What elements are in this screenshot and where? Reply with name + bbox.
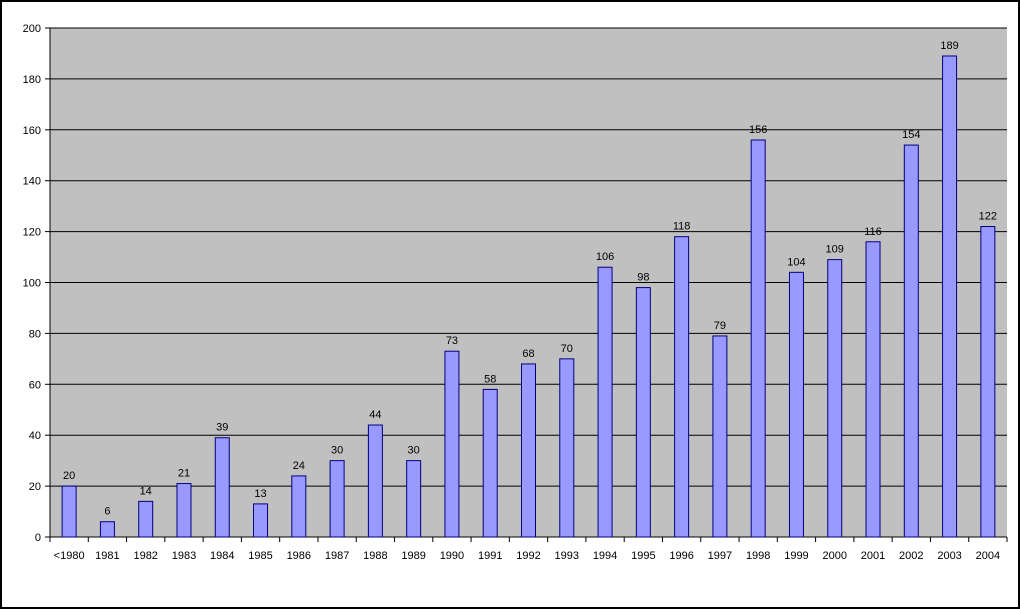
bar-1981 (99, 521, 115, 538)
data-label: 98 (637, 272, 649, 284)
bar-1993 (559, 358, 575, 538)
bars (61, 55, 996, 538)
x-tick-label: 2001 (861, 550, 885, 562)
data-label: 44 (369, 409, 381, 421)
bar-1994 (597, 266, 613, 538)
y-tick-label: 180 (23, 74, 41, 86)
bar-1989 (406, 460, 422, 538)
bar-2004 (980, 226, 996, 538)
x-tick-label: 1989 (401, 550, 425, 562)
bar-1983 (176, 483, 192, 538)
bar-1998 (750, 139, 766, 538)
x-tick-label: 1988 (363, 550, 387, 562)
bar-2000 (827, 259, 843, 538)
x-tick-label: <1980 (54, 550, 85, 562)
bar-2003 (942, 55, 958, 538)
data-label: 21 (178, 468, 190, 480)
bar-2002 (903, 144, 919, 538)
bar-1982 (138, 500, 154, 538)
x-tick-label: 1999 (784, 550, 808, 562)
data-label: 13 (254, 488, 266, 500)
data-label: 118 (673, 221, 691, 233)
y-tick-label: 200 (23, 23, 41, 35)
data-label: 73 (446, 335, 458, 347)
x-tick-label: 1994 (593, 550, 617, 562)
x-tick-label: 2000 (822, 550, 846, 562)
data-label: 79 (714, 320, 726, 332)
bar-1991 (482, 388, 498, 538)
data-label: 68 (522, 348, 534, 360)
x-tick-label: 1990 (440, 550, 464, 562)
data-label: 20 (63, 470, 75, 482)
x-tick-label: 1992 (516, 550, 540, 562)
bar-1988 (367, 424, 383, 538)
x-tick-label: 2003 (937, 550, 961, 562)
y-tick-label: 40 (29, 430, 41, 442)
x-tick-label: 1996 (669, 550, 693, 562)
bar-1992 (521, 363, 536, 538)
x-tick-label: 1984 (210, 550, 234, 562)
data-label: 30 (408, 445, 420, 457)
data-label: 58 (484, 373, 496, 385)
bar-1996 (674, 236, 690, 538)
data-label: 39 (216, 422, 228, 434)
x-tick-label: 1986 (287, 550, 311, 562)
data-label: 116 (864, 226, 882, 238)
bar-1995 (635, 287, 651, 538)
data-labels: 20 6 14 21 39 13 24 30 44 30 73 58 68 70 106 98 118 79 156… (63, 40, 997, 518)
data-label: 70 (561, 343, 573, 355)
data-label: 24 (293, 460, 305, 472)
y-tick-label: 140 (23, 176, 41, 188)
data-label: 189 (940, 40, 958, 52)
data-label: 122 (979, 211, 997, 223)
y-tick-label: 0 (35, 532, 41, 544)
y-tick-label: 160 (23, 125, 41, 137)
bar-2001 (865, 241, 881, 538)
x-tick-label: 1982 (133, 550, 157, 562)
x-tick-label: 1983 (172, 550, 196, 562)
x-tick-label: 2002 (899, 550, 923, 562)
y-tick-label: 120 (23, 227, 41, 239)
y-tick-label: 20 (29, 481, 41, 493)
bar-before-1980 (61, 485, 77, 538)
x-tick-label: 1995 (631, 550, 655, 562)
x-axis: <1980 1981 1982 1983 1984 1985 1986 1987 1988 198… (49, 536, 1008, 562)
data-label: 104 (787, 256, 805, 268)
y-axis: 0 20 40 60 80 100 120 140 160 180 200 (23, 23, 51, 544)
data-label: 14 (140, 485, 152, 497)
data-label: 106 (596, 251, 614, 263)
x-tick-label: 1981 (95, 550, 119, 562)
data-label: 154 (902, 129, 920, 141)
data-label: 30 (331, 445, 343, 457)
data-label: 109 (826, 244, 844, 256)
bar-1984 (214, 437, 230, 538)
y-tick-label: 60 (29, 379, 41, 391)
bar-1997 (712, 335, 728, 538)
bar-1985 (253, 503, 269, 538)
y-tick-label: 80 (29, 328, 41, 340)
bar-1987 (329, 460, 345, 538)
x-tick-label: 2004 (976, 550, 1000, 562)
bar-1986 (291, 475, 307, 538)
bar-1990 (444, 350, 460, 538)
data-label: 6 (104, 506, 110, 518)
x-tick-label: 1985 (248, 550, 272, 562)
bar-1999 (788, 271, 804, 538)
x-tick-label: 1987 (325, 550, 349, 562)
x-tick-label: 1997 (708, 550, 732, 562)
x-tick-label: 1993 (555, 550, 579, 562)
x-tick-label: 1991 (478, 550, 502, 562)
x-tick-label: 1998 (746, 550, 770, 562)
y-tick-label: 100 (23, 278, 41, 290)
data-label: 156 (749, 124, 767, 136)
